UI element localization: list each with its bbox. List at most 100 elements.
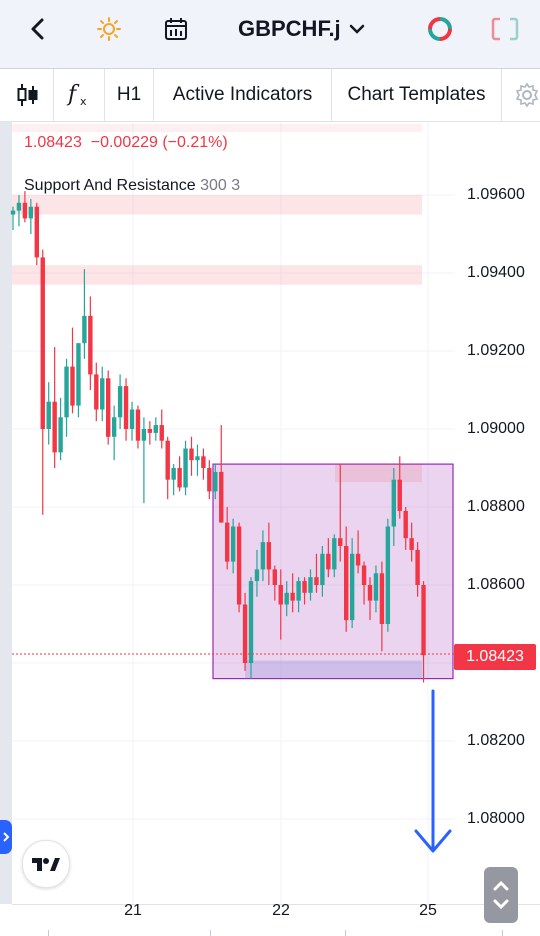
candle	[278, 569, 283, 640]
candle	[415, 542, 420, 597]
candle-body	[236, 526, 242, 605]
resistance-zone-edge	[12, 124, 422, 132]
legend-price-change: 1.08423 −0.00229 (−0.21%)	[24, 134, 228, 151]
candle	[332, 534, 337, 578]
candle-body	[10, 210, 16, 215]
candle	[34, 202, 39, 266]
candle	[28, 198, 34, 234]
candle	[111, 405, 117, 461]
candle	[201, 448, 206, 480]
candle-body	[219, 471, 224, 523]
candle-body	[76, 343, 81, 406]
chart-templates-button[interactable]: Chart Templates	[332, 69, 502, 121]
candle-body	[123, 386, 129, 429]
candle	[70, 327, 75, 414]
candle-body	[421, 585, 426, 656]
tradingview-logo[interactable]	[22, 840, 70, 888]
top-navigation-bar: GBPCHF.j	[0, 0, 540, 69]
back-arrow-icon[interactable]	[23, 14, 53, 44]
candle	[88, 296, 93, 390]
candle	[284, 581, 289, 617]
candle	[22, 191, 28, 223]
svg-text:x: x	[80, 95, 87, 108]
candle-body	[213, 471, 218, 492]
app-logo-icon[interactable]	[425, 14, 455, 44]
candle	[349, 538, 355, 628]
settings-button[interactable]	[502, 69, 540, 121]
candle	[117, 374, 123, 429]
candle-body	[100, 378, 105, 410]
chart-type-button[interactable]	[0, 69, 54, 121]
candle-body	[391, 479, 396, 527]
candle-body	[159, 425, 164, 441]
gear-icon	[515, 82, 539, 108]
price-tick-label: 1.09200	[467, 342, 525, 359]
candle	[153, 417, 158, 441]
left-panel-handle[interactable]	[0, 820, 12, 854]
legend-indicator[interactable]: Support And Resistance 300 3	[24, 177, 240, 195]
candle	[373, 565, 379, 613]
price-tick-label: 1.09000	[467, 420, 525, 437]
candle	[326, 538, 331, 578]
candle	[64, 358, 69, 437]
candle-body	[225, 522, 230, 562]
candle	[189, 436, 194, 476]
candle	[159, 409, 164, 449]
candle-body	[266, 542, 272, 570]
candle	[40, 249, 45, 515]
candle	[308, 569, 313, 601]
candle-body	[147, 429, 153, 433]
calendar-icon[interactable]	[161, 14, 191, 44]
chart-grid	[12, 122, 455, 904]
candle-body	[338, 538, 343, 546]
candle-body	[385, 526, 391, 624]
scroll-to-realtime-button[interactable]	[484, 867, 518, 923]
left-drawing-strip	[0, 122, 12, 904]
candle	[314, 553, 319, 593]
symbol-selector[interactable]: GBPCHF.j	[238, 14, 365, 44]
candle	[397, 456, 402, 519]
fullscreen-icon[interactable]	[490, 14, 520, 44]
candle-body	[135, 409, 141, 441]
price-tick-label: 1.08200	[467, 732, 525, 749]
candle	[272, 565, 277, 601]
candle	[171, 464, 176, 496]
candle	[242, 592, 248, 671]
candle-body	[296, 581, 301, 601]
candle-body	[117, 386, 123, 418]
candle	[254, 549, 260, 597]
candle	[361, 561, 367, 605]
time-tick-label: 21	[124, 902, 142, 919]
interval-button[interactable]: H1	[105, 69, 154, 121]
candle-body	[22, 202, 28, 219]
candle-body	[82, 315, 87, 344]
candle	[403, 507, 408, 550]
candle-body	[260, 542, 266, 570]
candle	[135, 405, 141, 449]
candle-body	[326, 553, 331, 570]
candle	[52, 347, 57, 468]
candle	[421, 581, 426, 683]
candle-body	[141, 429, 147, 441]
price-tick-label: 1.08800	[467, 498, 525, 515]
candle	[10, 206, 16, 231]
candle	[367, 577, 373, 621]
candle	[183, 440, 188, 496]
candle-body	[355, 553, 361, 566]
candle-body	[195, 456, 200, 461]
candles-icon	[17, 84, 37, 106]
chart-pane[interactable]	[12, 122, 540, 904]
candle-body	[284, 592, 289, 605]
candle-body	[248, 581, 254, 663]
active-indicators-button[interactable]: Active Indicators	[154, 69, 332, 121]
candle-body	[367, 585, 373, 601]
candle-body	[308, 577, 313, 593]
candle	[225, 507, 230, 570]
theme-sun-icon[interactable]	[94, 14, 124, 44]
candle-body	[201, 456, 206, 468]
candle	[76, 343, 81, 418]
candle-body	[70, 366, 75, 406]
